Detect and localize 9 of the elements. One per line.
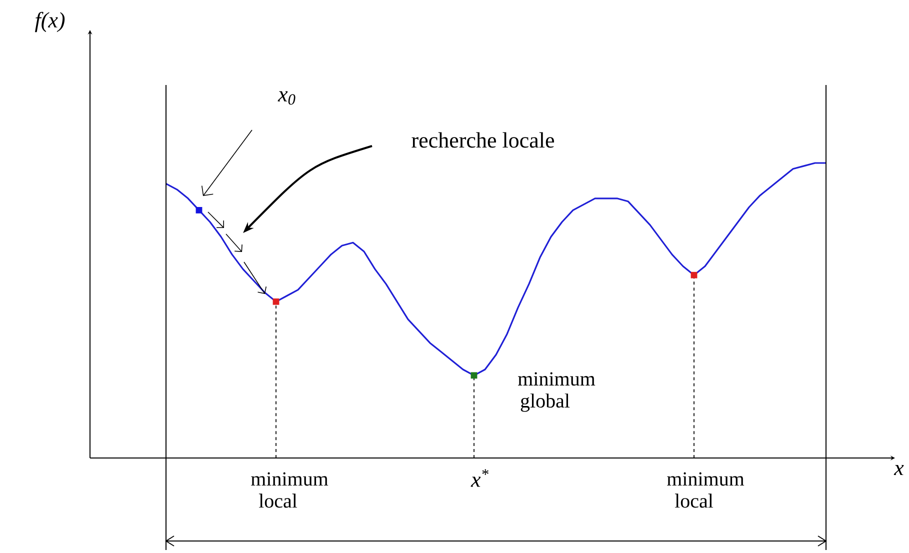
text: x$_{0}$: [278, 91, 296, 105]
text: minimum local: [667, 472, 744, 508]
text: x$^{*}$: [470, 469, 488, 487]
text: x: [894, 464, 904, 476]
text: f(x): [34, 12, 65, 32]
annotation: minimum global: [518, 372, 596, 412]
text: minimum local: [251, 472, 328, 508]
point: [196, 206, 202, 214]
text: recherche locale: [412, 132, 554, 148]
